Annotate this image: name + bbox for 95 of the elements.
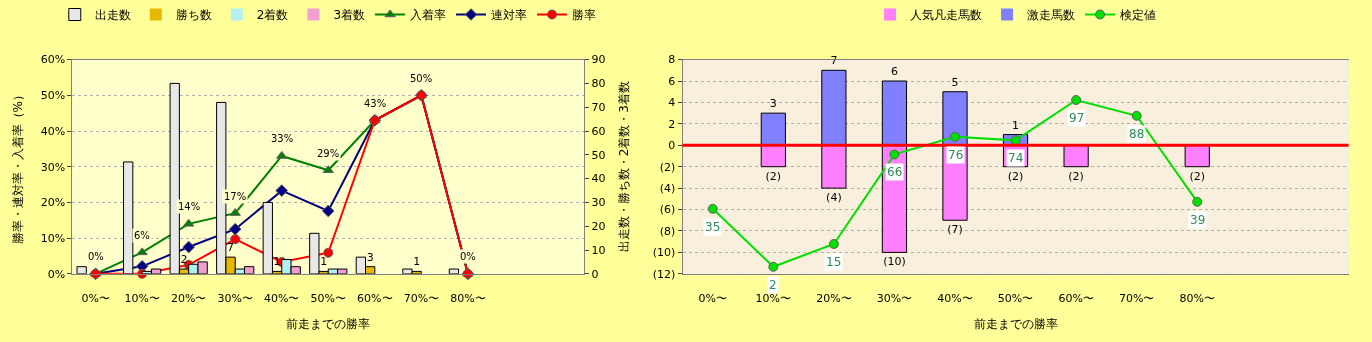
x-tick-label: 60%〜 (1058, 292, 1094, 305)
x-tick-label: 0%〜 (698, 292, 728, 305)
data-label: (2) (1007, 169, 1024, 183)
y2-tick-label: 30 (591, 196, 606, 210)
data-label: 97 (1069, 111, 1085, 125)
x-tick-label: 70%〜 (403, 292, 440, 305)
x-tick-label: 0%〜 (81, 292, 110, 305)
y2-axis-title: 出走数・勝ち数・2着数・3着数 (617, 81, 632, 253)
y-tick-label: 0% (47, 267, 66, 281)
data-label: (2) (1068, 169, 1084, 183)
data-label: (4) (826, 191, 842, 205)
legend-label: 入着率 (410, 8, 447, 23)
y2-tick-label: 90 (591, 53, 606, 67)
y-tick-label: 6 (668, 74, 676, 88)
data-label: 29% (317, 148, 340, 159)
x-tick-label: 30%〜 (876, 292, 913, 305)
y2-tick-label: 0 (591, 267, 599, 281)
data-label: 15 (826, 255, 842, 269)
x-tick-label: 10%〜 (755, 292, 792, 305)
y2-tick-label: 20 (591, 220, 606, 234)
y-tick-label: 30% (40, 160, 66, 174)
y2-tick-label: 80 (591, 77, 606, 91)
data-label: 7 (227, 241, 235, 255)
data-label: 0% (88, 251, 104, 262)
data-label: 35 (705, 220, 721, 234)
legend-label: 検定値 (1120, 8, 1157, 23)
y-tick-label: (6) (659, 203, 676, 217)
data-label: 1 (413, 255, 421, 269)
data-label: 1 (273, 255, 281, 269)
data-label: 0% (460, 251, 476, 262)
x-tick-label: 50%〜 (310, 292, 347, 305)
x-axis-title: 前走までの勝率 (973, 316, 1058, 331)
data-label: (2) (765, 169, 782, 183)
legend-label: 2着数 (256, 8, 289, 23)
y-tick-label: 40% (40, 124, 66, 138)
data-label: (7) (947, 223, 963, 237)
y2-tick-label: 10 (591, 243, 606, 257)
y-tick-label: (10) (652, 246, 676, 260)
data-label: 39 (1190, 213, 1206, 227)
x-tick-label: 20%〜 (816, 292, 852, 305)
y-tick-label: 20% (40, 196, 66, 210)
data-label: 17% (224, 191, 247, 202)
data-label: 88 (1129, 127, 1145, 141)
y2-tick-label: 40 (591, 172, 606, 186)
y-tick-label: 8 (668, 53, 676, 67)
y-tick-label: (8) (659, 224, 676, 238)
data-label: 14% (178, 201, 201, 212)
legend-label: 連対率 (491, 8, 528, 23)
x-tick-label: 40%〜 (264, 292, 300, 305)
y-tick-label: 0 (668, 139, 676, 153)
y2-tick-label: 60 (591, 124, 606, 138)
x-tick-label: 20%〜 (170, 292, 207, 305)
x-tick-label: 80%〜 (450, 292, 486, 305)
y-tick-label: (2) (659, 160, 676, 174)
data-label: 1 (1012, 118, 1020, 132)
x-tick-label: 10%〜 (124, 292, 160, 305)
data-label: 50% (410, 73, 433, 84)
y2-tick-label: 70 (591, 101, 606, 115)
y-tick-label: 60% (40, 53, 66, 67)
x-tick-label: 40%〜 (937, 292, 973, 305)
data-label: 6 (890, 65, 898, 79)
x-tick-label: 50%〜 (997, 292, 1034, 305)
data-label: 33% (271, 133, 294, 144)
y-tick-label: 50% (40, 89, 66, 103)
data-label: 2 (180, 253, 188, 267)
legend-label: 激走馬数 (1027, 8, 1076, 23)
data-label: (10) (883, 255, 906, 269)
y-axis-title: 勝率・連対率・入着率（%） (10, 89, 25, 245)
data-label: 5 (951, 75, 959, 89)
data-label: 2 (769, 278, 777, 292)
legend-label: 出走数 (94, 8, 131, 23)
y-tick-label: (4) (659, 181, 676, 195)
legend-label: 人気凡走馬数 (910, 8, 983, 23)
data-label: 3 (366, 250, 374, 264)
data-label: 76 (948, 148, 964, 162)
data-label: 74 (1008, 151, 1024, 165)
y2-tick-label: 50 (591, 148, 606, 162)
data-label: 1 (320, 255, 328, 269)
y-tick-label: 4 (668, 96, 676, 110)
x-tick-label: 30%〜 (217, 292, 253, 305)
legend-label: 勝ち数 (175, 8, 212, 23)
data-label: 66 (887, 165, 903, 179)
y-tick-label: 10% (40, 231, 66, 245)
y-tick-label: 2 (668, 117, 676, 131)
y-tick-label: (12) (652, 267, 676, 281)
legend-label: 3着数 (333, 8, 366, 23)
x-tick-label: 70%〜 (1118, 292, 1155, 305)
data-label: 3 (769, 97, 777, 111)
legend-label: 勝率 (572, 8, 597, 23)
data-label: (2) (1189, 169, 1206, 183)
x-axis-title: 前走までの勝率 (286, 316, 371, 331)
data-label: 43% (364, 98, 387, 109)
x-tick-label: 60%〜 (357, 292, 393, 305)
data-label: 6% (134, 230, 150, 241)
x-tick-label: 80%〜 (1179, 292, 1215, 305)
